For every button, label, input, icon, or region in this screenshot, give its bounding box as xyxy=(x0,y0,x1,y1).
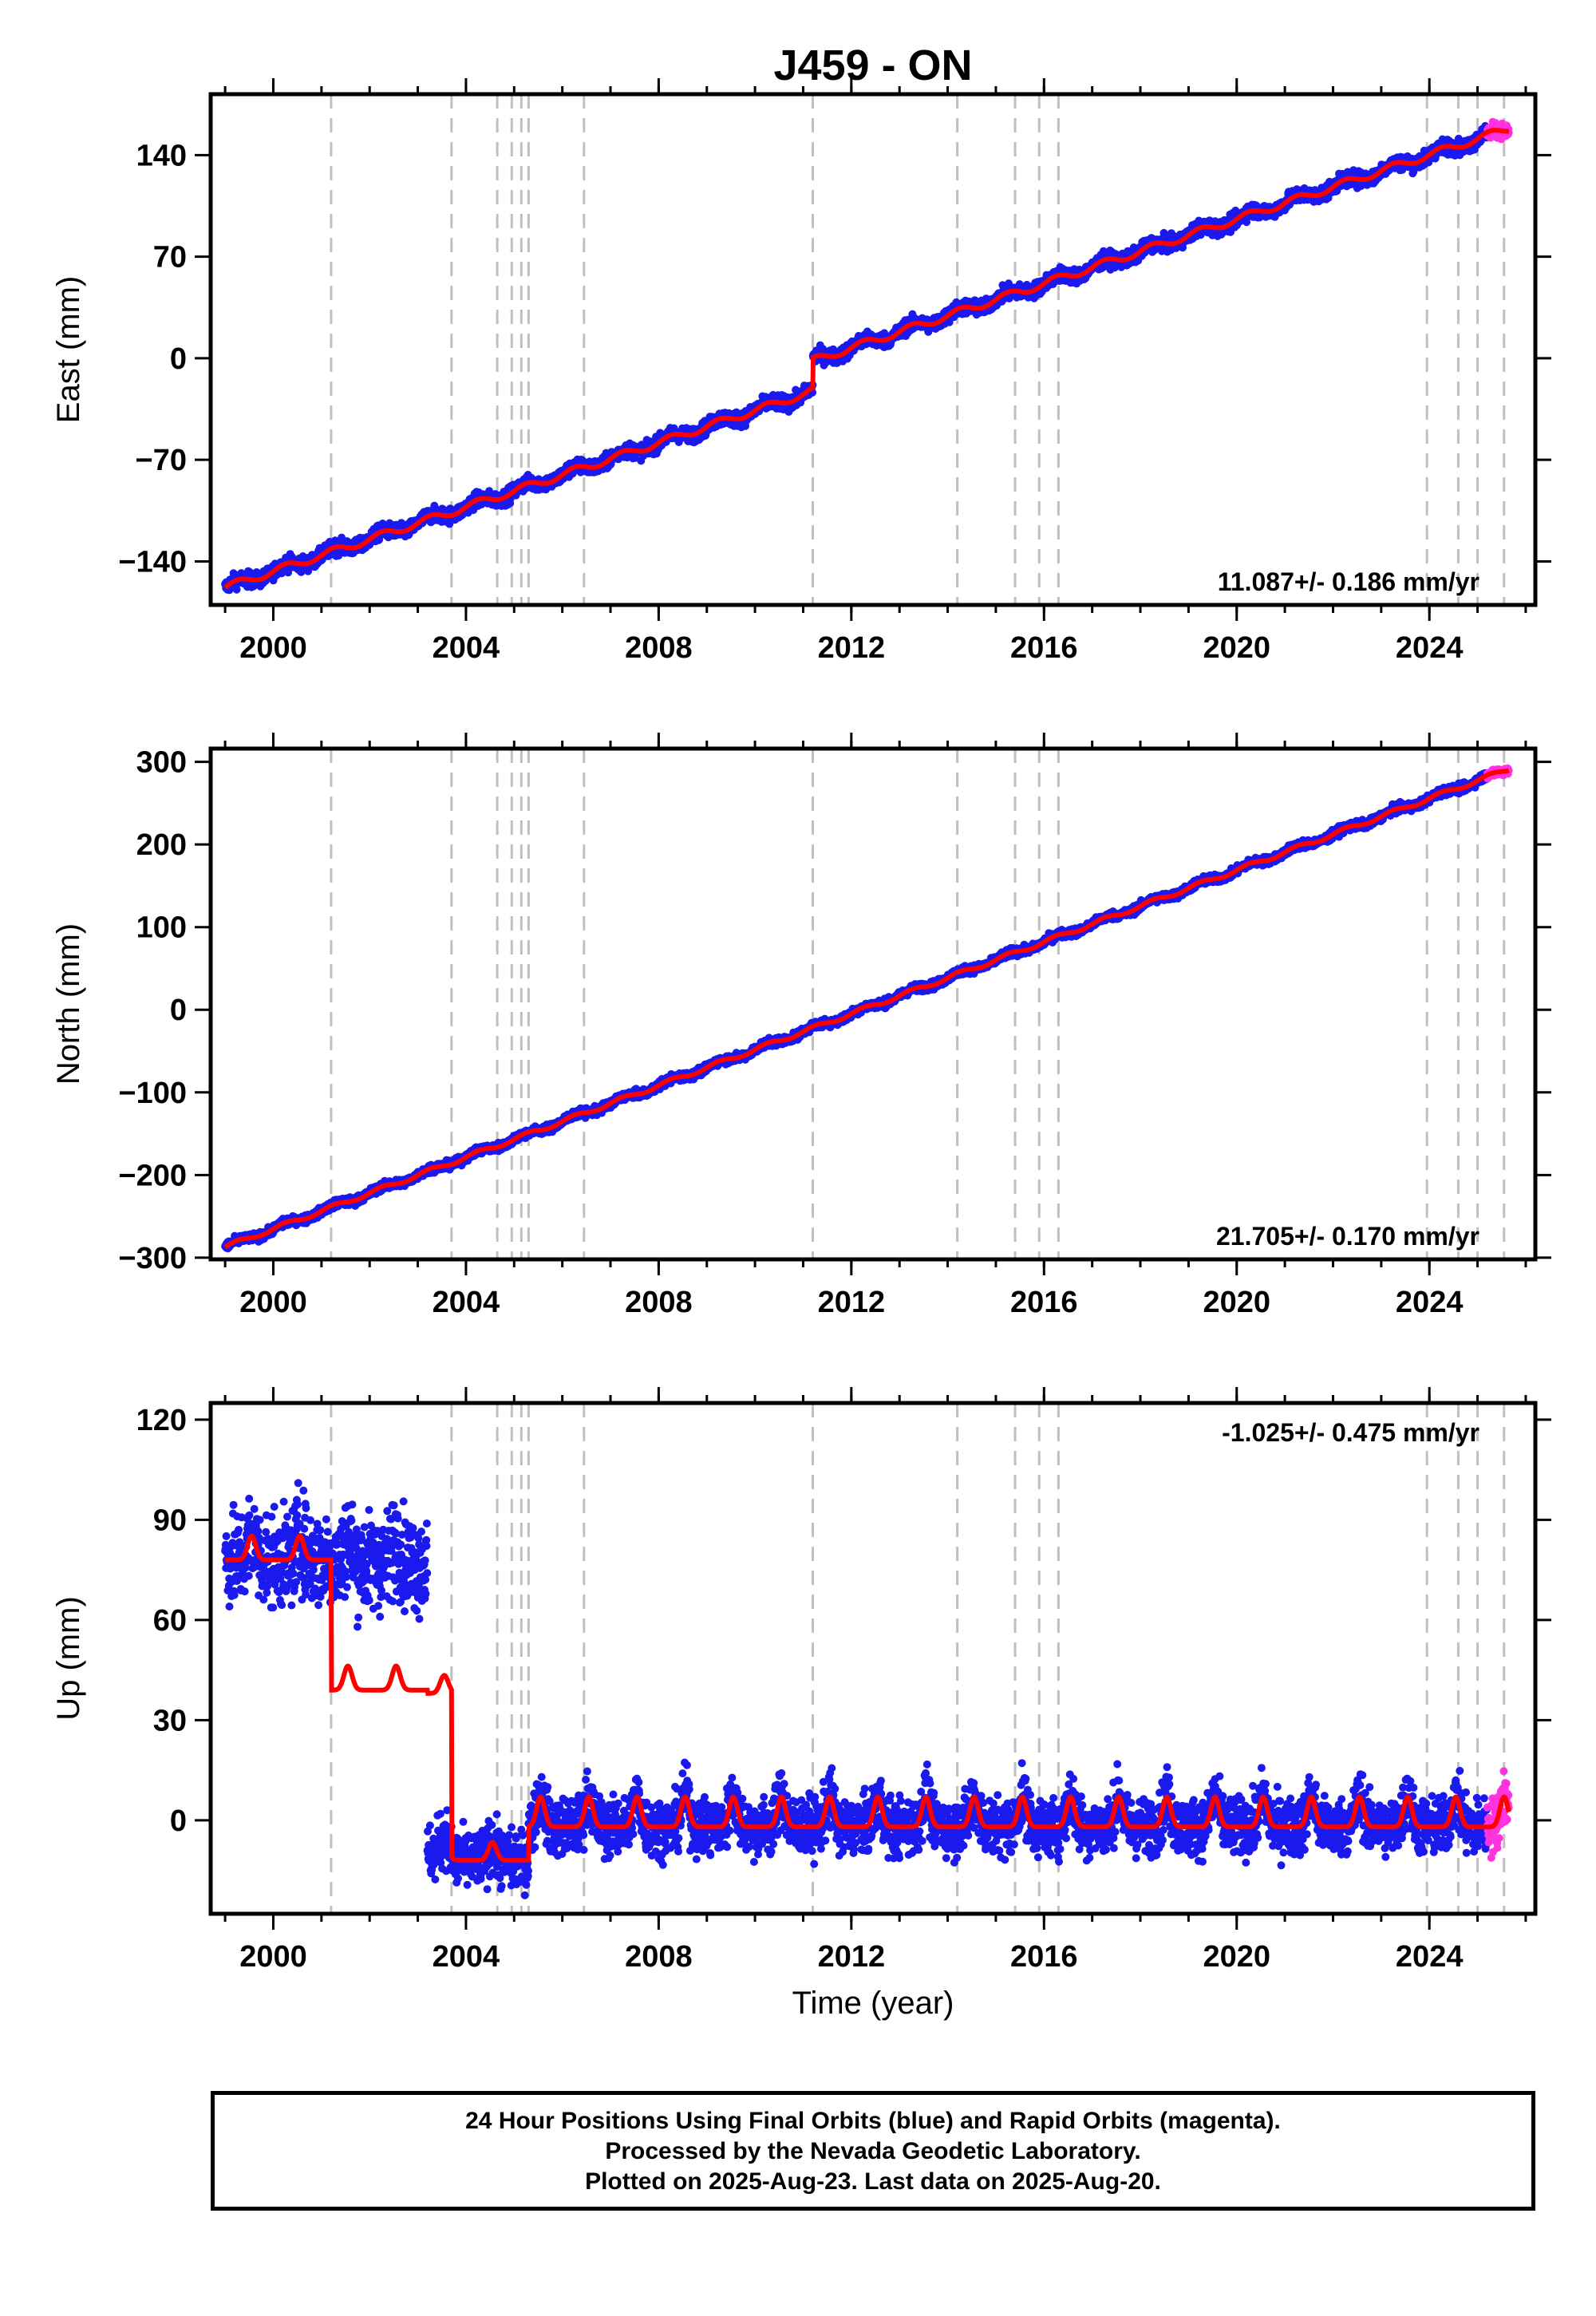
east-panel: 2000 2004 2008 2012 2016 2020 2024 −140 −70 0 70 14… xyxy=(51,78,1551,665)
rate-label: 11.087+/- 0.186 mm/yr xyxy=(1218,567,1479,596)
y-tick-label: 0 xyxy=(170,342,187,376)
y-tick-label: 140 xyxy=(136,139,187,172)
x-tick-label: 2000 xyxy=(239,631,307,665)
final-orbit-point xyxy=(232,585,241,594)
x-tick-label: 2008 xyxy=(625,631,693,665)
x-tick-label: 2020 xyxy=(1203,631,1270,665)
y-tick-label: −140 xyxy=(118,545,187,579)
north-panel: 2000 2004 2008 2012 2016 2020 2024−300−200−100… xyxy=(51,733,1551,1319)
x-tick-label: 2004 xyxy=(433,631,500,665)
y-axis-label: East (mm) xyxy=(51,276,86,423)
chart-title: J459 - ON xyxy=(773,41,972,89)
y-tick-label: −70 xyxy=(136,444,187,477)
x-tick-label: 2016 xyxy=(1010,631,1078,665)
x-tick-label: 2012 xyxy=(818,631,886,665)
x-tick-label: 2024 xyxy=(1396,631,1464,665)
y-tick-label: 70 xyxy=(153,241,187,275)
